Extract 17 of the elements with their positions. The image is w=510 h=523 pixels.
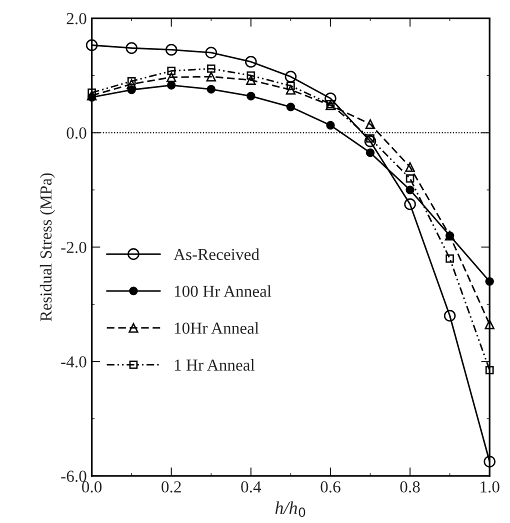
legend-label: As-Received [174, 248, 260, 260]
y-tick-label: -6.0 [61, 470, 86, 482]
legend-label: 1 Hr Anneal [174, 359, 255, 371]
x-tick-label: 0.4 [241, 481, 262, 493]
x-tick-label: 0.0 [82, 481, 102, 493]
y-tick-label: -4.0 [61, 356, 86, 368]
y-tick-label: 2.0 [66, 13, 86, 24]
y-axis-title: Residual Stress (MPa) [40, 173, 55, 322]
x-tick-label: 0.8 [400, 481, 420, 493]
x-tick-label: 1.0 [480, 481, 500, 493]
legend-label: 100 Hr Anneal [174, 285, 272, 297]
y-tick-label: 0.0 [66, 127, 86, 139]
x-tick-label: 0.6 [320, 481, 340, 493]
x-tick-label: 0.2 [162, 481, 181, 493]
y-tick-label: -2.0 [61, 242, 86, 254]
x-axis-title: h/h$_{0}$ [275, 501, 306, 518]
legend-label: 10Hr Anneal [174, 322, 259, 334]
